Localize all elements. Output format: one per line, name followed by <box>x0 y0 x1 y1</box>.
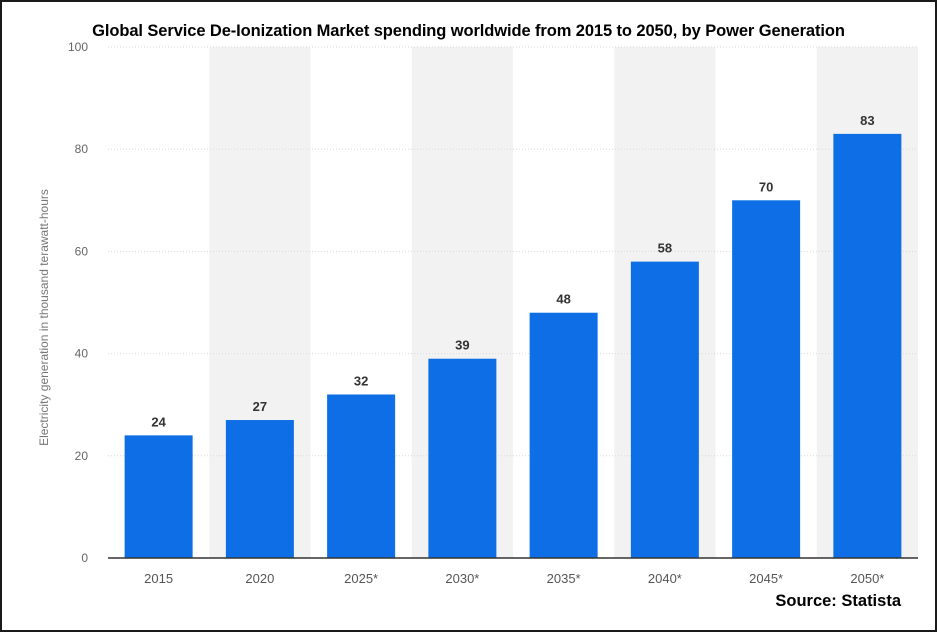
bar-2030* <box>428 358 497 558</box>
value-label: 58 <box>658 241 672 256</box>
y-tick-label: 40 <box>75 347 89 361</box>
value-labels: 24 27 32 39 48 58 70 83 <box>151 113 874 429</box>
bar-2020 <box>225 420 294 558</box>
bar-2040* <box>630 261 699 558</box>
y-tick-label: 0 <box>81 551 88 565</box>
bar-2025* <box>327 394 396 558</box>
bar-2050* <box>833 133 902 558</box>
x-tick-label: 2030* <box>445 571 479 586</box>
value-label: 32 <box>354 373 368 388</box>
bar-2035* <box>529 312 598 558</box>
chart-title: Global Service De-Ionization Market spen… <box>92 22 845 40</box>
bar-2015 <box>124 435 193 558</box>
value-label: 70 <box>759 179 773 194</box>
y-tick-label: 20 <box>75 449 89 463</box>
y-tick-label: 100 <box>68 40 88 54</box>
x-tick-label: 2020 <box>245 571 274 586</box>
value-label: 27 <box>253 399 267 414</box>
bar-2045* <box>732 200 801 559</box>
y-axis-ticks: 0 20 40 60 80 100 <box>68 40 88 565</box>
y-axis-label: Electricity generation in thousand teraw… <box>37 189 51 446</box>
x-tick-label: 2015 <box>144 571 173 586</box>
y-tick-label: 60 <box>75 244 89 258</box>
x-tick-label: 2045* <box>749 571 783 586</box>
x-tick-label: 2035* <box>547 571 581 586</box>
value-label: 48 <box>556 292 570 307</box>
value-label: 39 <box>455 338 469 353</box>
x-tick-label: 2040* <box>648 571 682 586</box>
source-note: Source: Statista <box>775 592 901 610</box>
value-label: 83 <box>860 113 874 128</box>
value-label: 24 <box>151 414 166 429</box>
x-tick-label: 2050* <box>850 571 884 586</box>
bars <box>124 133 902 559</box>
x-axis-ticks: 2015 2020 2025* 2030* 2035* 2040* 2045* 2050* <box>144 571 884 586</box>
y-tick-label: 80 <box>75 142 89 156</box>
x-tick-label: 2025* <box>344 571 378 586</box>
